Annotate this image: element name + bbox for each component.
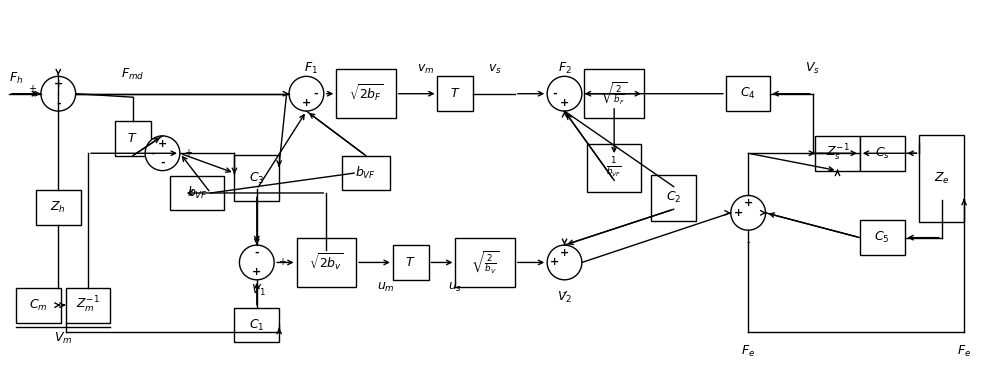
FancyBboxPatch shape: [860, 220, 905, 255]
Text: $T$: $T$: [127, 132, 138, 145]
FancyBboxPatch shape: [16, 288, 61, 322]
FancyBboxPatch shape: [584, 70, 644, 118]
Circle shape: [239, 245, 274, 280]
Text: $\sqrt{2b_F}$: $\sqrt{2b_F}$: [349, 83, 383, 104]
FancyBboxPatch shape: [393, 245, 429, 280]
Text: +: +: [550, 257, 560, 268]
FancyBboxPatch shape: [860, 136, 905, 170]
Text: $C_2$: $C_2$: [666, 191, 681, 206]
Text: $Z_e$: $Z_e$: [934, 170, 950, 186]
Text: -: -: [254, 248, 259, 258]
Text: $C_1$: $C_1$: [249, 318, 265, 333]
Text: $v_m$: $v_m$: [417, 63, 434, 76]
Circle shape: [289, 76, 324, 111]
Text: $Z_h$: $Z_h$: [50, 200, 66, 215]
FancyBboxPatch shape: [651, 175, 696, 220]
Text: $F_e$: $F_e$: [741, 344, 755, 359]
Circle shape: [145, 136, 180, 170]
Text: +: +: [184, 148, 192, 158]
Text: $V_s$: $V_s$: [805, 61, 820, 76]
Text: $V_m$: $V_m$: [54, 332, 72, 347]
Circle shape: [731, 195, 766, 230]
Text: +: +: [560, 248, 569, 258]
FancyBboxPatch shape: [455, 238, 515, 287]
FancyBboxPatch shape: [342, 156, 390, 191]
Text: $u_s$: $u_s$: [448, 281, 462, 294]
FancyBboxPatch shape: [36, 191, 81, 225]
FancyBboxPatch shape: [587, 144, 641, 192]
Text: $C_5$: $C_5$: [874, 230, 890, 245]
Text: $\sqrt{\frac{2}{b_V}}$: $\sqrt{\frac{2}{b_V}}$: [471, 249, 499, 276]
Text: $\frac{1}{b_{VF}}$: $\frac{1}{b_{VF}}$: [606, 156, 622, 180]
Text: +: +: [158, 139, 167, 149]
Text: -: -: [746, 237, 750, 247]
Text: -: -: [160, 158, 165, 168]
Text: $F_2$: $F_2$: [558, 61, 571, 76]
Circle shape: [41, 76, 76, 111]
Text: -: -: [553, 89, 557, 99]
Text: $C_4$: $C_4$: [740, 86, 756, 101]
Text: $F_{md}$: $F_{md}$: [121, 67, 144, 82]
Text: $v_s$: $v_s$: [488, 63, 502, 76]
Text: +: +: [28, 84, 36, 94]
FancyBboxPatch shape: [437, 76, 473, 111]
FancyBboxPatch shape: [336, 70, 396, 118]
Text: -: -: [56, 98, 61, 108]
FancyBboxPatch shape: [726, 76, 770, 111]
Text: $b_{VF}$: $b_{VF}$: [355, 165, 377, 181]
Text: +: +: [744, 198, 753, 208]
Text: $u_m$: $u_m$: [377, 281, 395, 294]
Text: +: +: [302, 98, 311, 108]
Circle shape: [547, 245, 582, 280]
FancyBboxPatch shape: [115, 121, 151, 156]
Text: $Z_m^{-1}$: $Z_m^{-1}$: [76, 295, 100, 315]
Text: +: +: [278, 257, 286, 268]
Text: $Z_s^{-1}$: $Z_s^{-1}$: [826, 143, 849, 163]
Text: $b_{VF}$: $b_{VF}$: [187, 185, 208, 201]
FancyBboxPatch shape: [234, 155, 279, 201]
Text: +: +: [54, 79, 63, 89]
Text: -: -: [563, 287, 566, 297]
Text: $C_s$: $C_s$: [875, 146, 890, 161]
Text: -: -: [151, 148, 155, 158]
FancyBboxPatch shape: [815, 136, 860, 170]
Text: $V_1$: $V_1$: [251, 283, 266, 298]
FancyBboxPatch shape: [170, 176, 224, 210]
Text: $T$: $T$: [450, 87, 461, 100]
Text: $C_3$: $C_3$: [249, 170, 265, 186]
Text: $\sqrt{2b_v}$: $\sqrt{2b_v}$: [309, 252, 344, 273]
Circle shape: [547, 76, 582, 111]
Text: $\sqrt{\frac{2}{b_F}}$: $\sqrt{\frac{2}{b_F}}$: [600, 81, 628, 107]
Text: $V_2$: $V_2$: [557, 290, 572, 305]
Text: +: +: [252, 267, 261, 277]
FancyBboxPatch shape: [234, 308, 279, 342]
Text: $F_1$: $F_1$: [304, 61, 318, 76]
FancyBboxPatch shape: [297, 238, 356, 287]
Text: +: +: [734, 208, 743, 218]
Text: $C_m$: $C_m$: [29, 297, 48, 313]
Text: -: -: [314, 89, 318, 99]
Text: $T$: $T$: [405, 256, 416, 269]
Text: +: +: [560, 98, 569, 108]
FancyBboxPatch shape: [919, 135, 964, 222]
Text: $F_h$: $F_h$: [9, 71, 23, 86]
Text: $F_e$: $F_e$: [957, 344, 971, 359]
FancyBboxPatch shape: [66, 288, 110, 322]
